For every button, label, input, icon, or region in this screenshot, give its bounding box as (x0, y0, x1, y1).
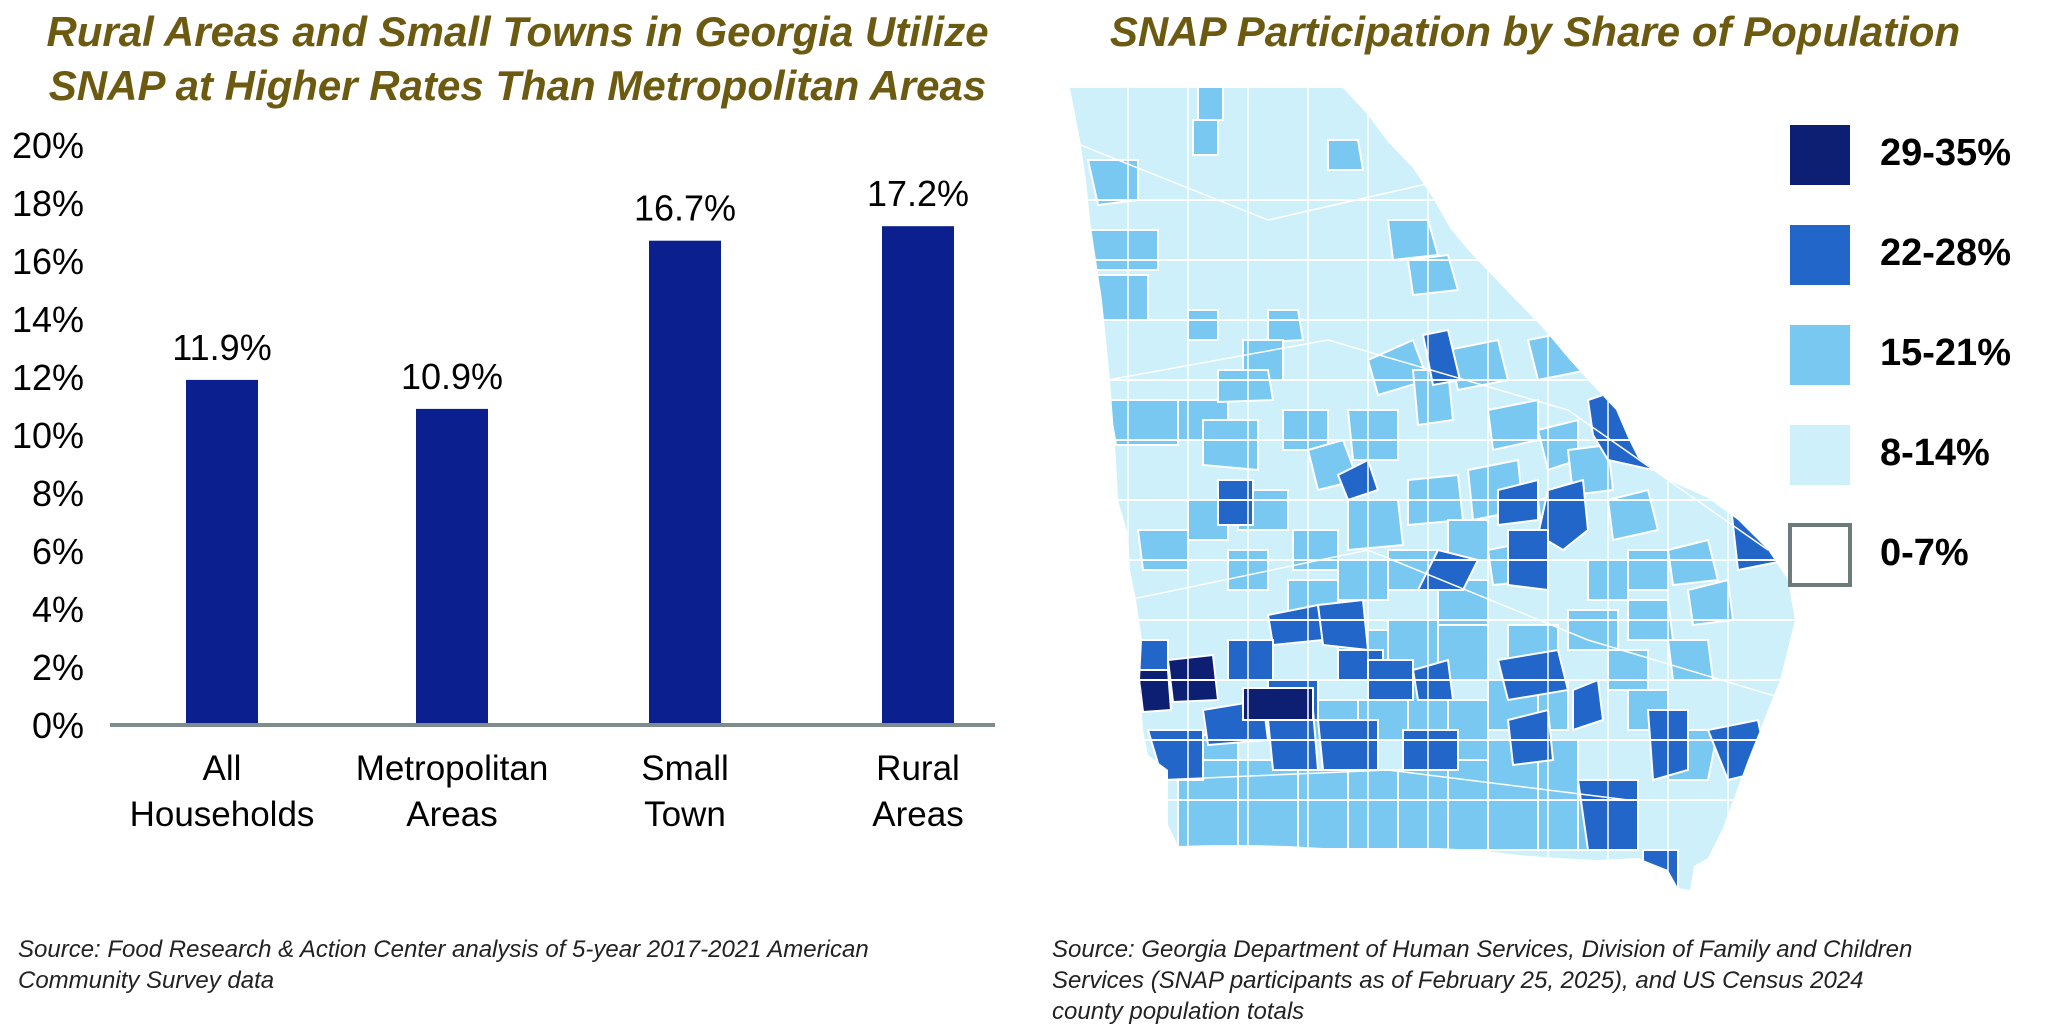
bar (416, 408, 488, 725)
legend-swatch (1790, 325, 1850, 385)
legend-swatch (1788, 523, 1852, 587)
y-tick-label: 4% (32, 589, 84, 630)
y-tick-label: 2% (32, 647, 84, 688)
x-tick-label: Households (130, 795, 315, 834)
map-title: SNAP Participation by Share of Populatio… (1109, 8, 1961, 55)
x-tick-label: Areas (406, 795, 497, 834)
legend-label-15-21: 15-21% (1880, 332, 2011, 374)
bar-value-label: 10.9% (401, 356, 503, 397)
map-source-line-2: Services (SNAP participants as of Februa… (1052, 967, 1864, 994)
y-tick-label: 14% (12, 299, 84, 340)
legend-swatch (1790, 225, 1850, 285)
legend-swatch (1790, 425, 1850, 485)
x-tick-label: Metropolitan (356, 749, 549, 788)
bar (186, 379, 258, 725)
x-tick-label: Rural (876, 749, 960, 788)
bars (186, 226, 954, 725)
chart-title-line-1: Rural Areas and Small Towns in Georgia U… (46, 8, 989, 55)
map-source: Source: Georgia Department of Human Serv… (1052, 934, 2032, 1027)
y-axis-ticks: 0% 2% 4% 6% 8% 10% 12% 14% 16% 18% 20% (12, 125, 84, 746)
map-source-line-3: county population totals (1052, 998, 1305, 1025)
chart-source-line-1: Source: Food Research & Action Center an… (18, 936, 869, 963)
georgia-county-map (1070, 88, 1852, 890)
bar-value-label: 16.7% (634, 188, 736, 229)
bar-chart: 0%2%4%6%8%10%12%14%16%18%20% 11.9%10.9%1… (12, 125, 995, 834)
y-tick-label: 18% (12, 183, 84, 224)
x-tick-label: Town (644, 795, 726, 834)
bar-value-label: 17.2% (867, 173, 969, 214)
value-labels: 11.9% 10.9% 16.7% 17.2% (172, 173, 969, 397)
bar (882, 226, 954, 725)
bar-value-label: 11.9% (172, 327, 271, 368)
x-tick-label: Areas (872, 795, 963, 834)
chart-title-line-2: SNAP at Higher Rates Than Metropolitan A… (48, 62, 987, 109)
chart-source: Source: Food Research & Action Center an… (18, 934, 1018, 996)
y-tick-label: 12% (12, 357, 84, 398)
legend-label-22-28: 22-28% (1880, 232, 2011, 274)
x-tick-label: Small (641, 749, 729, 788)
legend-labels: 29-35% 22-28% 15-21% 8-14% 0-7% (1880, 132, 2011, 574)
legend-label-0-7: 0-7% (1880, 532, 1969, 574)
chart-title: Rural Areas and Small Towns in Georgia U… (0, 5, 1035, 113)
legend-label-8-14: 8-14% (1880, 432, 1990, 474)
y-tick-label: 8% (32, 473, 84, 514)
y-tick-label: 16% (12, 241, 84, 282)
legend-swatch (1790, 125, 1850, 185)
x-tick-label: All (203, 749, 242, 788)
map-legend (1788, 125, 1852, 587)
y-tick-label: 20% (12, 125, 84, 166)
bar (649, 240, 721, 725)
map-counties (1070, 88, 1795, 890)
legend-label-29-35: 29-35% (1880, 132, 2011, 174)
x-axis-labels: All Households Metropolitan Areas Small Town R… (130, 749, 964, 834)
chart-source-line-2: Community Survey data (18, 967, 275, 994)
y-tick-label: 10% (12, 415, 84, 456)
y-tick-label: 6% (32, 531, 84, 572)
map-source-line-1: Source: Georgia Department of Human Serv… (1052, 936, 1913, 963)
y-tick-label: 0% (32, 705, 84, 746)
